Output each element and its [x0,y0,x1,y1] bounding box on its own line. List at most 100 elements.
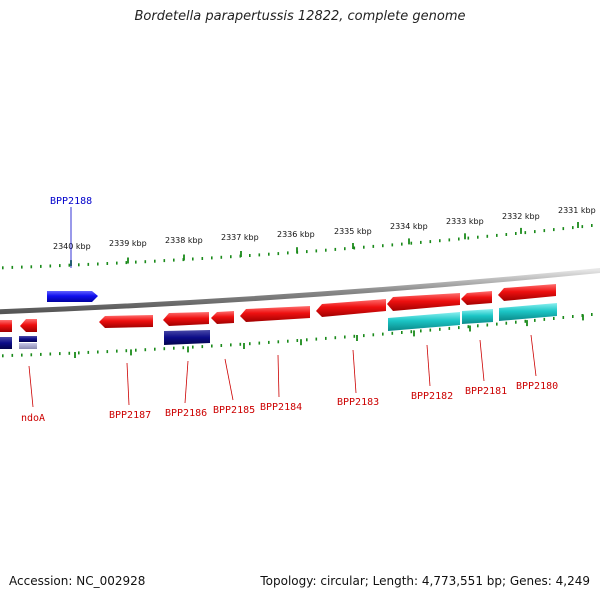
scale-tick [144,348,147,352]
scale-tick [116,349,118,353]
scale-tick [477,235,479,239]
cds-features [0,303,557,349]
scale-major-tick [582,314,584,321]
scale-tick [334,336,337,340]
scale-tick [410,241,413,245]
scale-tick [116,261,118,265]
gene-label-line [479,339,485,382]
cds-band-left-edge[interactable] [0,337,12,349]
scale-major-tick [187,346,189,353]
cds-band-bpp2186[interactable] [164,330,210,345]
gene-arrow-bpp2184[interactable] [240,306,310,322]
gene-label-bpp2180[interactable]: BPP2180 [516,381,558,392]
gene-label-ndoa[interactable]: ndoA [21,413,45,424]
gene-label-bpp2184[interactable]: BPP2184 [260,402,302,413]
gene-arrow-ndoa[interactable] [20,319,37,332]
scale-tick [30,265,33,269]
scale-tick [382,244,384,248]
scale-major-tick [243,343,245,349]
scale-tick [135,348,137,352]
scale-tick [106,262,109,265]
gene-arrow-bpp2180[interactable] [498,284,556,301]
scale-tick [11,353,14,357]
scale-major-tick [127,257,129,264]
scale-major-tick [469,325,471,332]
gene-arrow-bpp2181[interactable] [461,291,492,305]
scale-tick [78,263,80,267]
scale-tick [97,262,99,266]
scale-tick [391,331,394,335]
gene-label-line [426,344,431,387]
scale-tick [30,353,33,357]
scale-tick [268,252,270,256]
scale-tick [40,352,42,356]
gene-arrow-bpp2188[interactable] [47,291,98,302]
scale-tick [410,330,413,334]
gene-label-bpp2181[interactable]: BPP2181 [465,386,507,397]
scale-tick [486,323,489,327]
cds-band-bpp2181[interactable] [462,309,493,324]
gene-label-bpp2186[interactable]: BPP2186 [165,408,207,419]
gene-label-bpp2185[interactable]: BPP2185 [213,405,255,416]
gene-arrow-bpp2185[interactable] [211,311,234,324]
gene-arrow-bpp2183[interactable] [316,299,386,317]
scale-tick [486,234,489,238]
scale-tick [496,233,498,237]
gene-label-bpp2182[interactable]: BPP2182 [411,391,453,402]
cds-band-ndoa-bottom[interactable] [19,343,37,349]
scale-tick [40,264,42,268]
scale-tick [68,263,71,267]
gene-label-bpp2188[interactable]: BPP2188 [50,196,92,207]
kbp-label: 2332 kbp [502,212,540,221]
scale-major-tick [408,238,410,245]
scale-tick [287,339,289,343]
scale-major-tick [183,254,185,261]
scale-tick [581,225,584,229]
scale-tick [87,350,90,354]
scale-tick [125,349,128,353]
scale-tick [277,252,280,256]
cds-band-bpp2180[interactable] [499,303,557,321]
scale-tick [306,250,308,254]
scale-major-tick [352,243,354,249]
gene-arrow-bpp2182[interactable] [387,293,460,311]
genome-summary-text: Topology: circular; Length: 4,773,551 bp… [260,574,590,588]
gene-label-line [126,362,130,406]
scale-tick [334,247,337,251]
scale-major-tick [413,330,415,337]
scale-tick [562,316,565,319]
scale-tick [230,343,232,347]
scale-major-tick [240,251,242,257]
scale-tick [325,336,327,340]
reverse-genes [0,284,556,332]
kbp-label: 2336 kbp [277,230,315,239]
scale-tick [2,266,4,270]
scale-tick [496,322,498,326]
gene-arrow-bpp2186[interactable] [163,312,209,326]
gene-label-bpp2187[interactable]: BPP2187 [109,410,151,421]
scale-tick [173,258,175,262]
gene-arrow-bpp2187[interactable] [99,315,153,328]
accession-text: Accession: NC_002928 [9,574,146,588]
gene-arrow-left-edge[interactable] [0,320,12,332]
map-title: Bordetella parapertussis 12822, complete… [134,9,466,24]
cds-band-ndoa-top[interactable] [19,336,37,342]
scale-tick [458,237,460,241]
kbp-label: 2335 kbp [334,227,372,236]
scale-tick [49,352,52,356]
scale-tick [296,339,299,342]
scale-tick [524,319,527,323]
scale-tick [458,326,460,330]
scale-major-tick [296,247,298,254]
scale-tick [372,244,375,248]
gene-label-bpp2183[interactable]: BPP2183 [337,397,379,408]
kbp-label: 2333 kbp [446,217,484,226]
scale-tick [59,352,61,356]
scale-tick [125,261,128,265]
scale-major-tick [464,233,466,240]
cds-band-bpp2182[interactable] [388,312,460,331]
kbp-label: 2337 kbp [221,233,259,242]
scale-tick [154,259,156,263]
scale-tick [135,260,137,264]
